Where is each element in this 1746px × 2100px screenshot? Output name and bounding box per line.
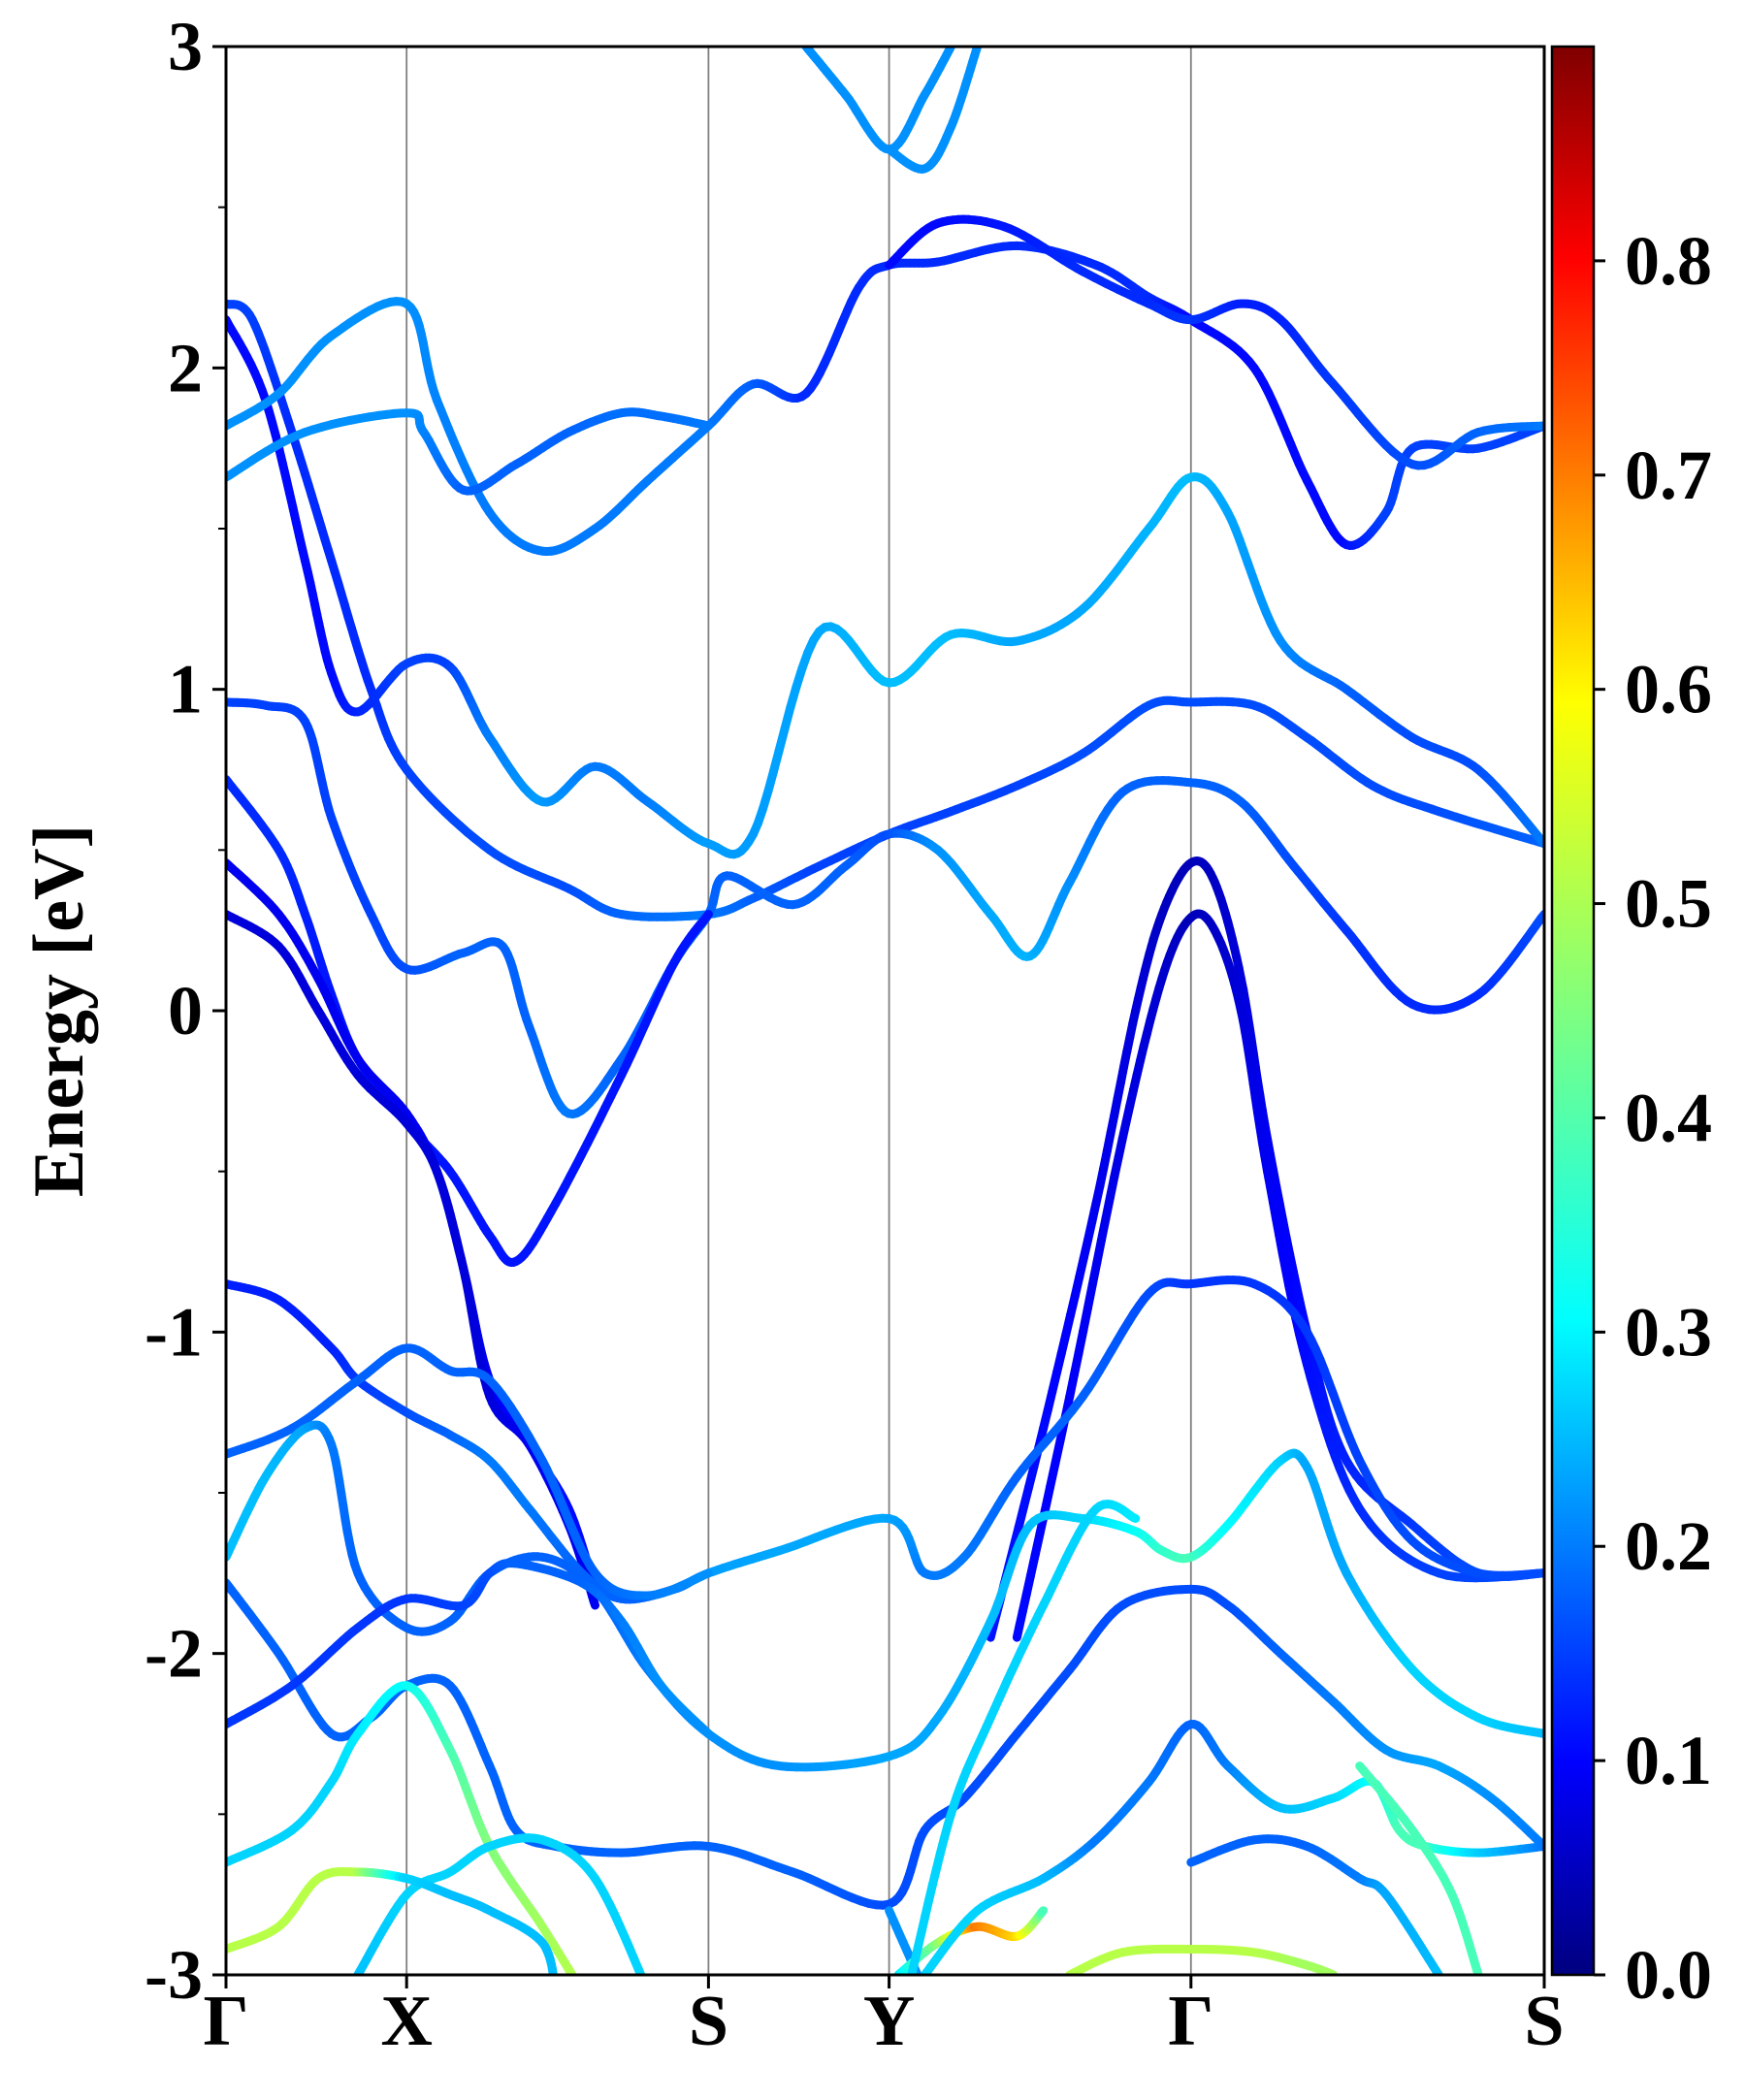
x-tick-label: Γ <box>1168 1982 1213 2061</box>
colorbar-tick-label: 0.0 <box>1625 1936 1712 2014</box>
y-tick-label: -3 <box>145 1936 203 2014</box>
bands-layer <box>226 47 1544 1991</box>
band-line <box>1070 1949 1334 1975</box>
colorbar-tick-label: 0.3 <box>1625 1293 1712 1371</box>
colorbar-ticks: 0.0 0.1 0.2 0.3 0.4 0.5 0.6 0.7 0.8 <box>1594 222 1712 2014</box>
colorbar-tick-label: 0.8 <box>1625 222 1712 300</box>
colorbar <box>1552 47 1594 1975</box>
x-tick-label: Γ <box>203 1982 248 2061</box>
band-line <box>226 1348 708 1596</box>
band-line <box>226 1872 556 1991</box>
band-line <box>226 1280 1544 1599</box>
band-line <box>889 219 1544 466</box>
x-tick-label: S <box>689 1982 728 2061</box>
colorbar-tick-label: 0.5 <box>1625 865 1712 943</box>
band-line <box>226 779 708 1262</box>
band-line <box>1191 1839 1439 1975</box>
y-tick-label: 2 <box>168 329 203 406</box>
x-tick-label: X <box>380 1982 432 2061</box>
y-tick-label: -1 <box>145 1293 203 1371</box>
colorbar-tick-label: 0.1 <box>1625 1722 1712 1799</box>
y-axis-label: Energy [eV] <box>19 824 99 1197</box>
y-tick-label: 3 <box>168 8 203 85</box>
band-line <box>889 47 978 169</box>
x-tick-label: Y <box>863 1982 915 2061</box>
colorbar-tick-label: 0.7 <box>1625 436 1712 514</box>
colorbar-tick-label: 0.2 <box>1625 1507 1712 1585</box>
band-line <box>226 915 596 1605</box>
y-tick-label: 0 <box>168 972 203 1050</box>
band-line <box>1017 914 1544 1637</box>
y-tick-label: 1 <box>168 651 203 728</box>
colorbar-tick-label: 0.4 <box>1625 1079 1712 1156</box>
x-tick-label: S <box>1524 1982 1564 2061</box>
y-axis-ticks: 3 2 1 0 -1 -2 -3 <box>145 8 226 2014</box>
band-line <box>806 47 951 149</box>
colorbar-tick-label: 0.6 <box>1625 651 1712 728</box>
y-tick-label: -2 <box>145 1615 203 1693</box>
